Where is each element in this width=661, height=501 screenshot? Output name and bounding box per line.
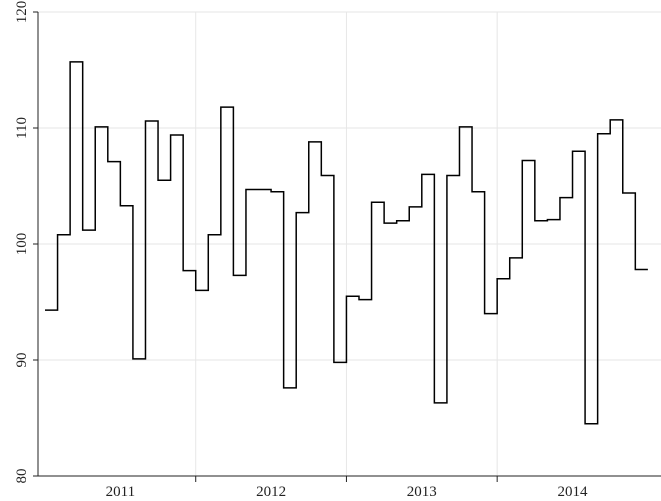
x-tick-label: 2014 (558, 484, 589, 500)
y-tick-label: 90 (14, 353, 30, 368)
x-tick-label: 2011 (106, 484, 135, 500)
y-tick-label: 120 (14, 1, 30, 24)
x-tick-label: 2013 (407, 484, 437, 500)
x-tick-label: 2012 (256, 484, 286, 500)
y-tick-label: 80 (14, 469, 30, 484)
y-tick-label: 100 (14, 233, 30, 256)
y-tick-label: 110 (14, 117, 30, 139)
series-line (45, 61, 648, 425)
